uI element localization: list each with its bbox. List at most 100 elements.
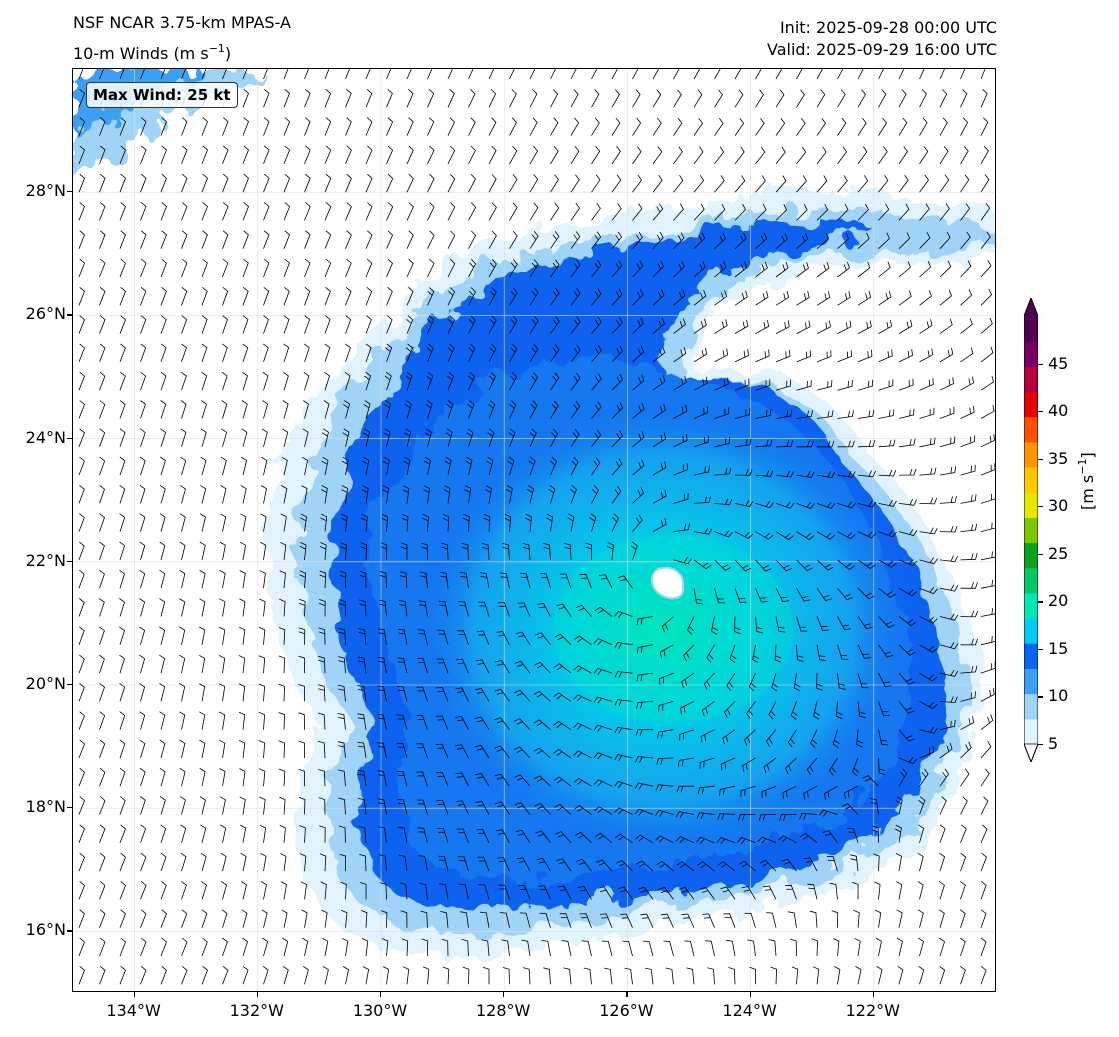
wind-barb [437,828,449,843]
wind-barb [809,910,818,928]
wind-barb [614,642,633,649]
max-wind-label: Max Wind: 25 kt [86,82,238,108]
chart-subtitle: 10-m Winds (m s−1) [73,42,232,63]
wind-barb [439,883,449,900]
wind-barb [304,258,311,278]
wind-barb [917,909,924,928]
wind-barb [652,117,662,136]
wind-barb [502,967,510,985]
wind-barb [199,598,206,617]
lat-tick [67,437,72,439]
wind-barb [652,146,663,165]
wind-barb [569,484,577,504]
wind-barb [509,174,518,193]
wind-barb [160,852,167,872]
wind-barb [304,230,311,249]
wind-barb [878,69,884,80]
wind-barb [673,347,687,363]
wind-barb [340,542,347,560]
wind-barb [221,881,227,900]
wind-barb [591,231,602,249]
wind-barb [536,857,551,872]
wind-barb [559,573,572,589]
wind-barb [406,258,414,278]
wind-barb [693,376,708,391]
wind-barb [550,231,560,249]
wind-barb [283,145,291,165]
wind-barb [160,202,167,221]
wind-barb [898,261,911,278]
wind-barb [221,428,228,447]
wind-barb [139,654,146,674]
wind-barb [652,289,665,306]
wind-barb [693,89,703,108]
wind-barb [655,809,674,817]
wind-barb [837,146,848,165]
wind-barb [416,658,428,674]
wind-barb [99,117,106,136]
wind-barb [939,260,952,278]
wind-barb [199,768,206,787]
wind-barb [652,403,666,419]
wind-barb [738,813,756,821]
wind-barb [475,800,490,815]
wind-barb [283,343,290,363]
wind-barb [488,343,497,363]
wind-barb [468,202,477,221]
wind-barb [181,315,188,334]
wind-barb [755,290,769,306]
wind-barb [298,740,305,759]
wind-barb [939,937,945,957]
wind-barb [939,768,950,787]
wind-barb [550,259,560,278]
wind-barb [837,587,854,601]
wind-barb [222,965,229,985]
wind-barb [508,428,516,447]
wind-barb [78,683,85,702]
wind-barb [980,714,994,731]
wind-barb [857,146,868,165]
wind-barb [734,349,749,363]
wind-barb [78,69,84,80]
wind-barb [939,824,946,843]
wind-barb [816,261,830,278]
wind-barb [676,785,695,793]
wind-barb [442,966,450,985]
wind-barb [693,527,713,535]
wind-barb [281,909,288,928]
wind-barb [770,966,778,985]
wind-barb [488,117,497,136]
wind-barb [614,833,633,844]
wind-barb [550,117,559,136]
wind-barb [747,939,756,957]
wind-barb [399,882,408,900]
colorbar-segment [1024,341,1038,367]
wind-barb [427,258,435,278]
wind-barb [533,690,551,702]
wind-barb [601,940,613,957]
wind-barb [847,827,859,843]
wind-barb [775,559,793,572]
wind-barb [539,573,551,589]
wind-barb [427,315,435,334]
wind-barb [242,315,249,334]
wind-barb [283,230,290,249]
wind-barb [828,757,838,776]
wind-barb [447,258,456,278]
colorbar-segment [1024,718,1038,745]
wind-barb [338,825,346,843]
wind-barb [960,965,966,985]
wind-barb [980,434,995,448]
wind-barb [496,631,510,645]
wind-barb [119,739,126,759]
wind-barb [917,852,924,872]
wind-barb [632,69,639,80]
wind-barb [939,289,952,306]
wind-barb [345,117,352,136]
wind-barb [919,69,925,80]
wind-barb [201,937,208,957]
wind-barb [960,347,974,363]
wind-barb [199,683,206,702]
wind-barb [298,627,306,645]
lat-tick-label: 18°N [25,797,66,817]
